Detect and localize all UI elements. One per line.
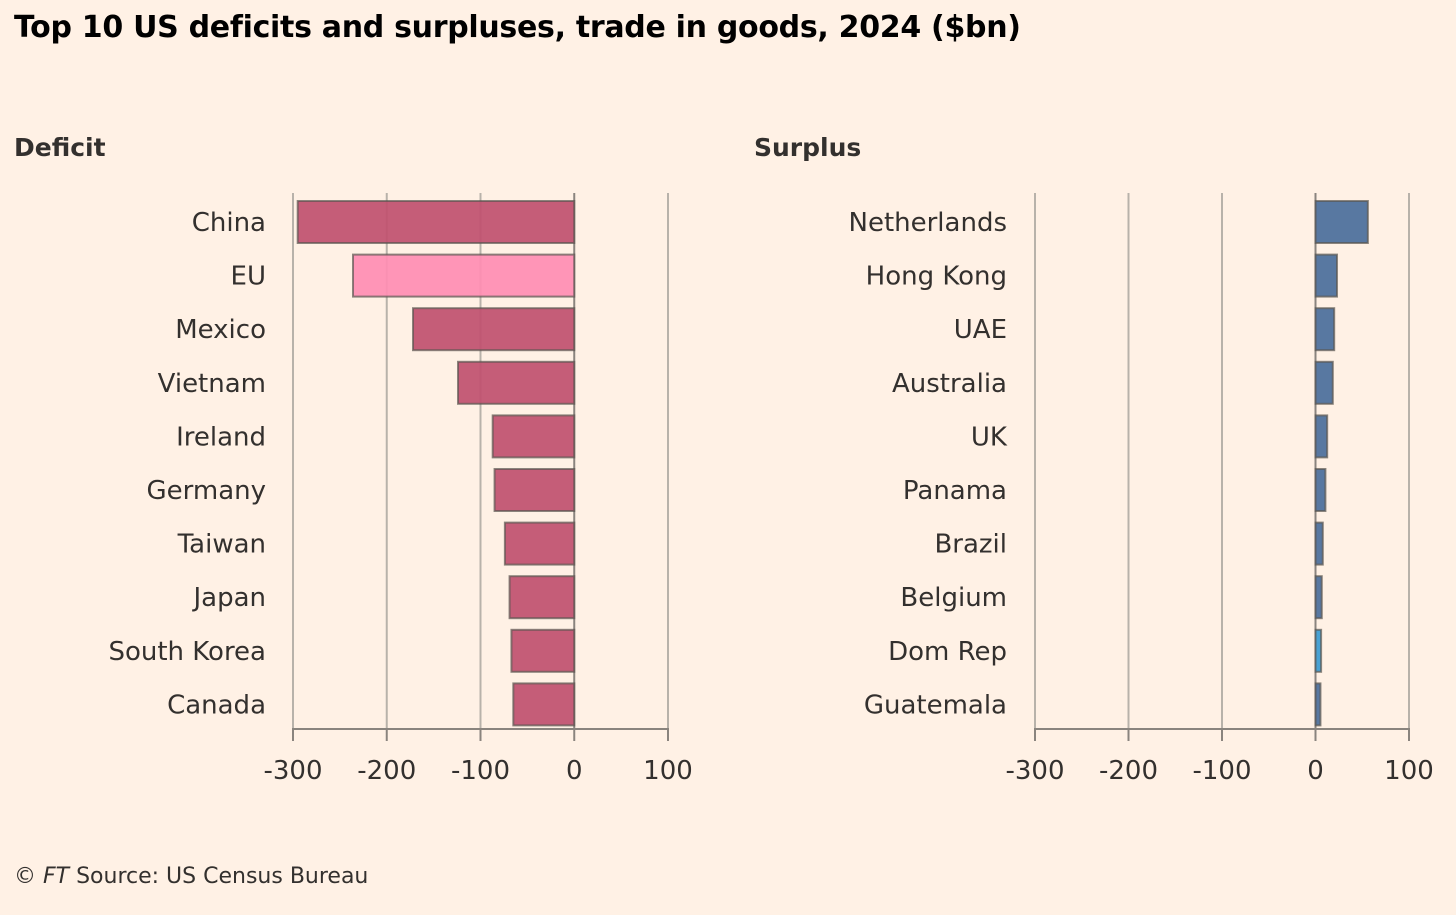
surplus-category-label: Panama <box>903 476 1007 506</box>
surplus-bar <box>1314 200 1369 244</box>
ft-brand: FT <box>43 864 70 889</box>
surplus-category-label: Guatemala <box>864 690 1007 720</box>
deficit-bar <box>512 682 576 727</box>
deficit-bar <box>503 521 576 566</box>
deficit-tick-label: 0 <box>566 756 583 786</box>
deficit-bar <box>296 200 576 244</box>
deficit-bar <box>510 628 576 673</box>
deficit-tick-label: -100 <box>451 756 510 786</box>
surplus-panel-title: Surplus <box>754 133 862 162</box>
surplus-bar <box>1314 468 1327 512</box>
surplus-category-label: Australia <box>892 369 1007 399</box>
deficit-tick-label: 100 <box>643 756 693 786</box>
surplus-tick-label: -100 <box>1192 756 1251 786</box>
deficit-panel-title: Deficit <box>14 133 106 162</box>
deficit-category-label: Taiwan <box>177 530 266 560</box>
surplus-bar <box>1314 521 1324 566</box>
deficit-bar <box>412 307 576 352</box>
deficit-tick-label: -200 <box>357 756 416 786</box>
surplus-category-label: UK <box>971 422 1008 452</box>
surplus-bar <box>1314 628 1323 673</box>
surplus-tick-label: 0 <box>1307 756 1324 786</box>
deficit-category-label: Ireland <box>176 422 266 452</box>
deficit-bar <box>493 468 576 512</box>
surplus-bar <box>1314 360 1334 405</box>
surplus-category-label: Hong Kong <box>866 262 1007 292</box>
deficit-category-label: China <box>192 208 266 238</box>
deficit-category-label: Japan <box>191 583 266 613</box>
deficit-category-label: South Korea <box>108 637 266 667</box>
deficit-bar <box>491 414 576 459</box>
surplus-bar <box>1314 414 1329 459</box>
deficit-category-label: Canada <box>167 690 266 720</box>
surplus-category-label: UAE <box>954 315 1007 345</box>
source-note: © FT Source: US Census Bureau <box>14 864 368 889</box>
surplus-tick-label: 100 <box>1384 756 1434 786</box>
surplus-bar <box>1314 575 1323 620</box>
source-text: Source: US Census Bureau <box>69 864 369 889</box>
deficit-category-label: EU <box>231 262 266 292</box>
surplus-bar <box>1314 253 1339 298</box>
surplus-category-label: Netherlands <box>849 208 1008 238</box>
surplus-category-label: Belgium <box>900 583 1007 613</box>
deficit-category-label: Vietnam <box>158 369 266 399</box>
deficit-bar <box>508 575 576 620</box>
surplus-bar <box>1314 682 1322 727</box>
surplus-category-label: Dom Rep <box>888 637 1007 667</box>
surplus-tick-label: -300 <box>1005 756 1064 786</box>
surplus-tick-label: -200 <box>1099 756 1158 786</box>
deficit-category-label: Mexico <box>175 315 266 345</box>
deficit-bar <box>352 253 576 298</box>
copyright: © <box>14 864 43 889</box>
surplus-bar <box>1314 307 1336 352</box>
deficit-bar <box>457 360 576 405</box>
surplus-category-label: Brazil <box>934 530 1007 560</box>
chart-title: Top 10 US deficits and surpluses, trade … <box>14 10 1021 45</box>
deficit-category-label: Germany <box>146 476 266 506</box>
deficit-tick-label: -300 <box>263 756 322 786</box>
